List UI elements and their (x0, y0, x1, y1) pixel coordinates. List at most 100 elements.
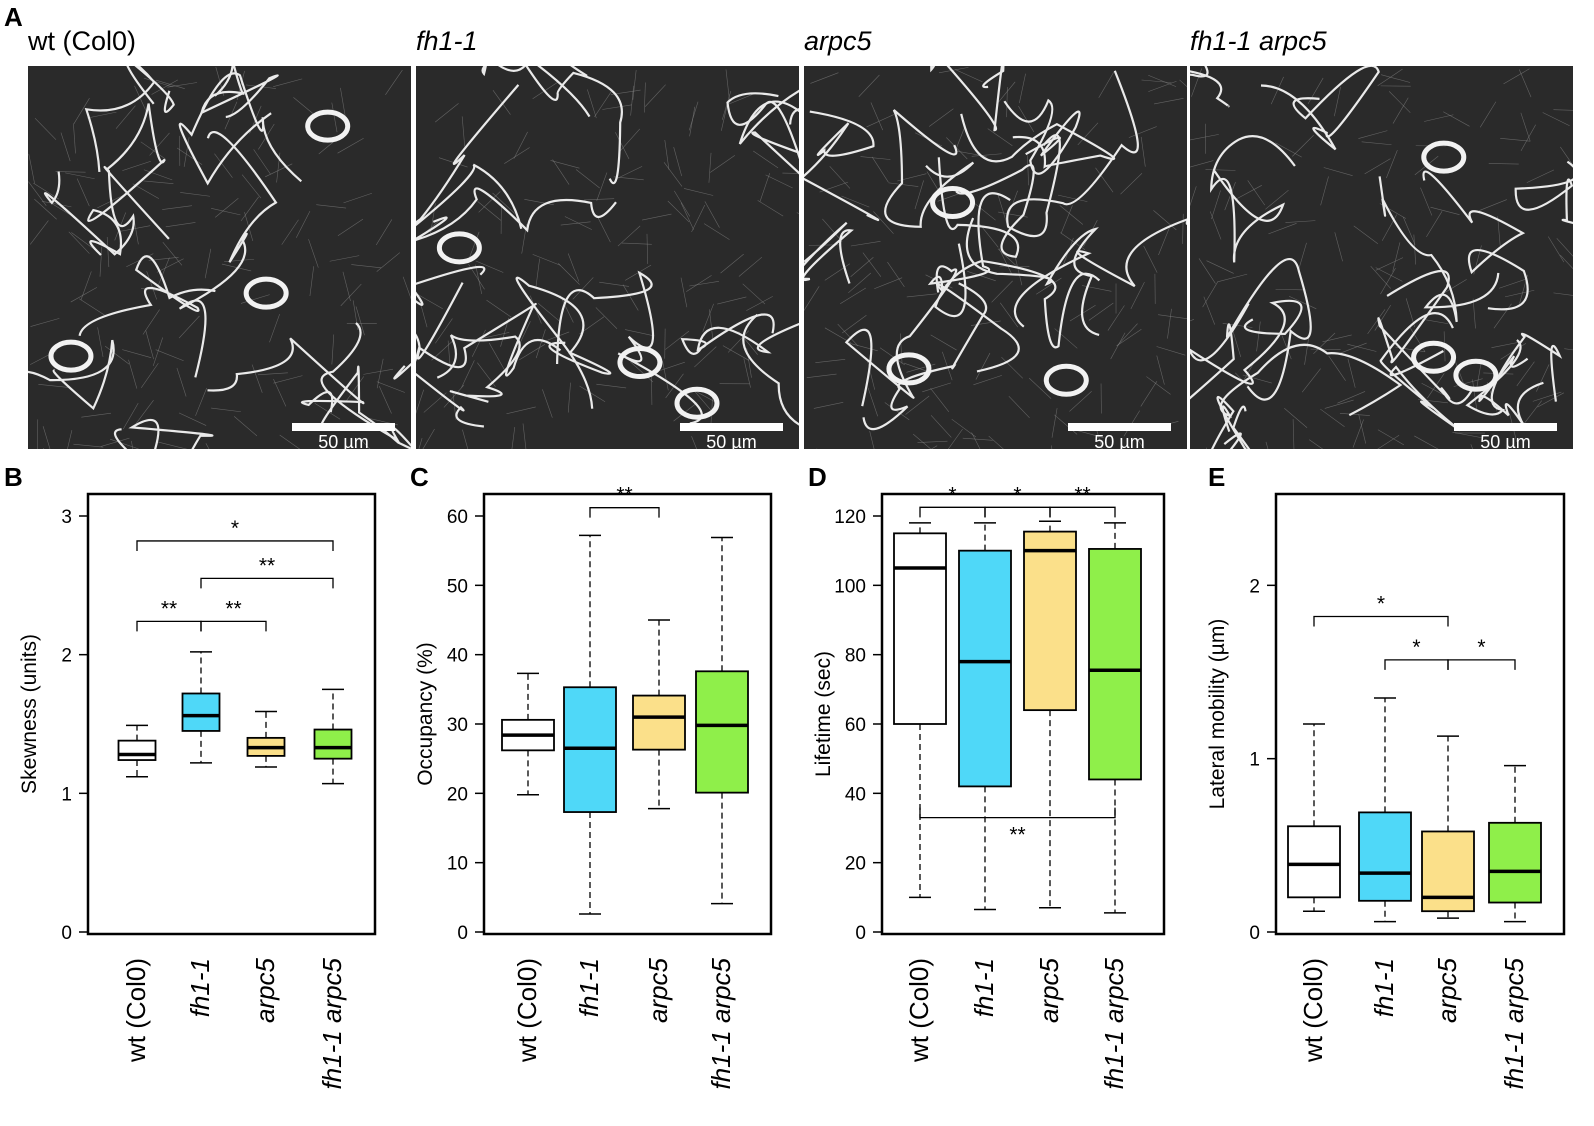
filament-strand (997, 193, 1007, 223)
stoma (1411, 340, 1457, 374)
filament-strand (1008, 395, 1030, 419)
filament-strand (1141, 79, 1172, 83)
filament-strand (1381, 74, 1411, 83)
box-2 (246, 710, 286, 768)
filament-strand (279, 434, 301, 449)
scale-label: 50 µm (1480, 432, 1531, 449)
filament-strand (644, 82, 646, 113)
filament-strand (233, 416, 258, 437)
filament-strand (1479, 101, 1497, 128)
filament-strand (28, 181, 47, 206)
scale-label: 50 µm (706, 432, 757, 449)
filament-strand (860, 156, 891, 160)
filament-strand (869, 431, 875, 449)
significance-stars: * (1377, 593, 1385, 616)
significance-bracket: ** (919, 807, 1116, 847)
filament-strand (1516, 361, 1535, 387)
significance-bracket: ** (1049, 483, 1116, 518)
filament-strand (435, 318, 453, 344)
filament-strand (120, 225, 151, 232)
filament-strand (743, 358, 751, 388)
filament-strand (630, 85, 634, 116)
filament-strand (702, 303, 714, 332)
filament-strand (1526, 169, 1555, 183)
box-0 (501, 672, 555, 796)
filament-strand (625, 264, 652, 281)
cell-wall-outline (1219, 343, 1403, 432)
filament-strand (942, 351, 953, 381)
filament-strand (1358, 414, 1367, 444)
filament-strand (1292, 135, 1314, 157)
filament-strand (1364, 158, 1391, 175)
filament-strand (619, 128, 641, 152)
filament-strand (1211, 190, 1221, 220)
filament-strand (1472, 298, 1476, 329)
iqr-box (181, 692, 221, 732)
filament-strand (1107, 305, 1125, 331)
filament-strand (579, 385, 606, 403)
cell-wall-outline (1514, 160, 1573, 225)
filament-strand (204, 248, 212, 279)
filament-strand (998, 248, 1013, 276)
filament-strand (479, 332, 510, 340)
filament-strand (1503, 68, 1530, 85)
filament-strand (100, 437, 130, 447)
filament-strand (738, 256, 763, 277)
filament-strand (879, 347, 905, 366)
x-category-label: fh1-1 arpc5 (1499, 957, 1529, 1089)
x-category-label: wt (Col0) (512, 958, 542, 1063)
filament-strand (602, 104, 633, 110)
bracket-line (984, 506, 1051, 518)
filament-strand (1553, 292, 1573, 296)
cell-wall-outline (965, 217, 1100, 336)
filament-strand (1491, 341, 1521, 349)
bracket-line (1447, 659, 1516, 670)
cell-outlines (28, 66, 411, 449)
filament-strand (1367, 309, 1386, 335)
filament-strand (694, 346, 717, 368)
iqr-box (1088, 548, 1142, 781)
cell-wall-outline (844, 265, 958, 407)
filament-strand (632, 69, 637, 100)
filament-strand (295, 210, 311, 238)
significance-stars: ** (161, 597, 177, 620)
y-tick-label: 60 (845, 715, 866, 736)
y-tick-label: 1 (61, 784, 72, 805)
cell-outlines (804, 66, 1187, 449)
filament-strand (1130, 281, 1145, 309)
filament-strand (524, 199, 554, 206)
filament-strand (1392, 97, 1409, 124)
significance-bracket: ** (200, 554, 334, 589)
iqr-box (117, 739, 157, 761)
bracket-line (200, 620, 267, 632)
filament-strand (1323, 167, 1353, 176)
filament-strand (134, 85, 148, 114)
filament-strand (1143, 245, 1158, 273)
filament-strand (340, 283, 362, 307)
filament-strand (567, 253, 580, 282)
cell-wall-outline (1422, 170, 1529, 311)
filament-strand (1499, 278, 1528, 289)
bracket-line (919, 506, 986, 518)
cell-wall-outline (178, 72, 303, 186)
y-axis-label: Lifetime (sec) (812, 651, 835, 777)
box-1 (181, 651, 221, 764)
cell-wall-outline (87, 103, 166, 256)
filament-strand (759, 173, 771, 202)
bracket-line (136, 620, 202, 632)
filament-strand (1301, 368, 1321, 393)
filament-strand (930, 445, 938, 449)
significance-stars: * (231, 517, 239, 540)
filament-strand (810, 72, 839, 84)
filament-strand (663, 162, 683, 187)
filament-strand (1265, 189, 1289, 210)
bracket-line (200, 577, 334, 589)
filament-strand (971, 432, 981, 449)
filament-strand (146, 271, 157, 300)
filament-strand (180, 192, 210, 197)
filament-strand (73, 443, 104, 448)
filament-strand (76, 178, 90, 207)
filament-strand (158, 441, 188, 449)
filament-strand (34, 118, 57, 140)
panel-label-e: E (1208, 462, 1226, 492)
